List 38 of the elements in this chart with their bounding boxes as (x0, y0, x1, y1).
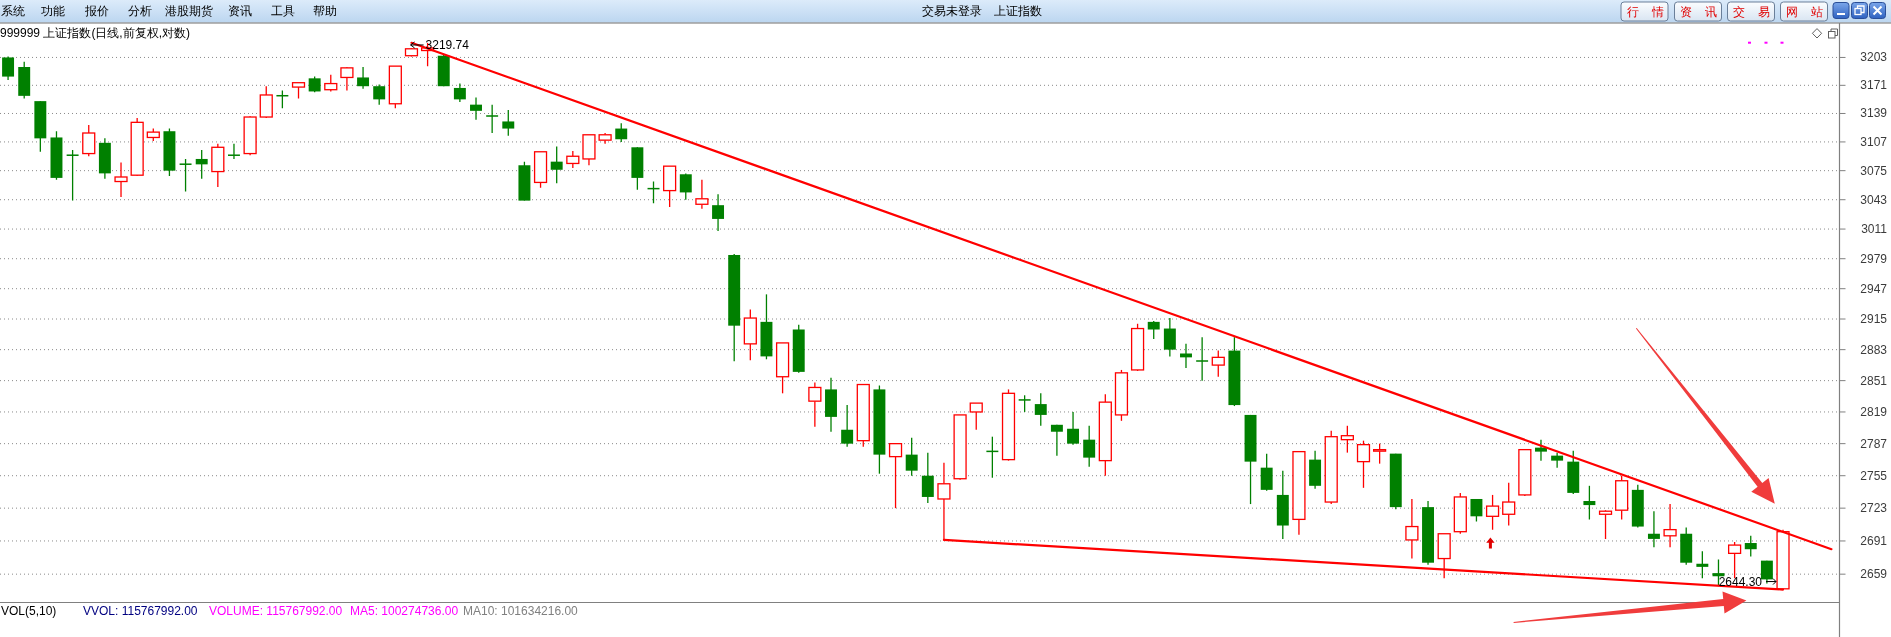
y-tick-label: 3075 (1860, 163, 1888, 178)
y-tick-label: 2915 (1860, 312, 1888, 326)
y-tick-label: 3139 (1860, 106, 1888, 121)
text: 上证指数 (994, 4, 1042, 18)
annotation: 2644.30 (1718, 574, 1763, 589)
text: 功能 (41, 4, 65, 18)
value-note: 2644.30 (1718, 574, 1777, 589)
text: 报价 (83, 4, 109, 18)
text: VOL(5,10) (1, 604, 57, 618)
chart-title: 999999 上证指数(日线,前复权,对数) (0, 26, 191, 40)
y-tick-label: 2787 (1860, 436, 1888, 451)
y-tick-label: 2691 (1860, 533, 1888, 548)
text: 港股期货 (165, 4, 213, 18)
text: 工具 (270, 4, 295, 18)
text: 资讯 (227, 4, 252, 18)
text: 分析 (128, 4, 152, 18)
y-tick-label: 3203 (1860, 50, 1888, 65)
text: 系统 (1, 4, 25, 18)
y-tick-label: 2659 (1860, 567, 1888, 582)
y-tick-label: 3043 (1860, 192, 1888, 207)
y-tick-label: 2947 (1860, 281, 1888, 296)
y-tick-label: 2851 (1860, 373, 1888, 388)
y-tick-label: 3171 (1860, 78, 1888, 93)
y-tick-label: 3107 (1860, 134, 1888, 149)
text: 帮助 (313, 4, 337, 18)
text: 交易未登录 (922, 4, 982, 18)
y-tick-label: 2723 (1860, 501, 1888, 516)
text: MA10: 101634216.00 (463, 604, 579, 618)
y-tick-label: 2819 (1860, 404, 1888, 419)
y-tick-label: 2883 (1860, 342, 1888, 357)
y-tick-label: 2755 (1860, 468, 1888, 483)
text: MA5: 100274736.00 (350, 604, 459, 618)
value-note: 3219.74 (410, 38, 469, 52)
text: VOLUME: 115767992.00 (209, 604, 343, 618)
annotation: 3219.74 (425, 37, 470, 52)
y-tick-label: 3011 (1861, 222, 1888, 237)
text: VVOL: 115767992.00 (83, 604, 198, 618)
y-tick-label: 2979 (1860, 251, 1888, 266)
